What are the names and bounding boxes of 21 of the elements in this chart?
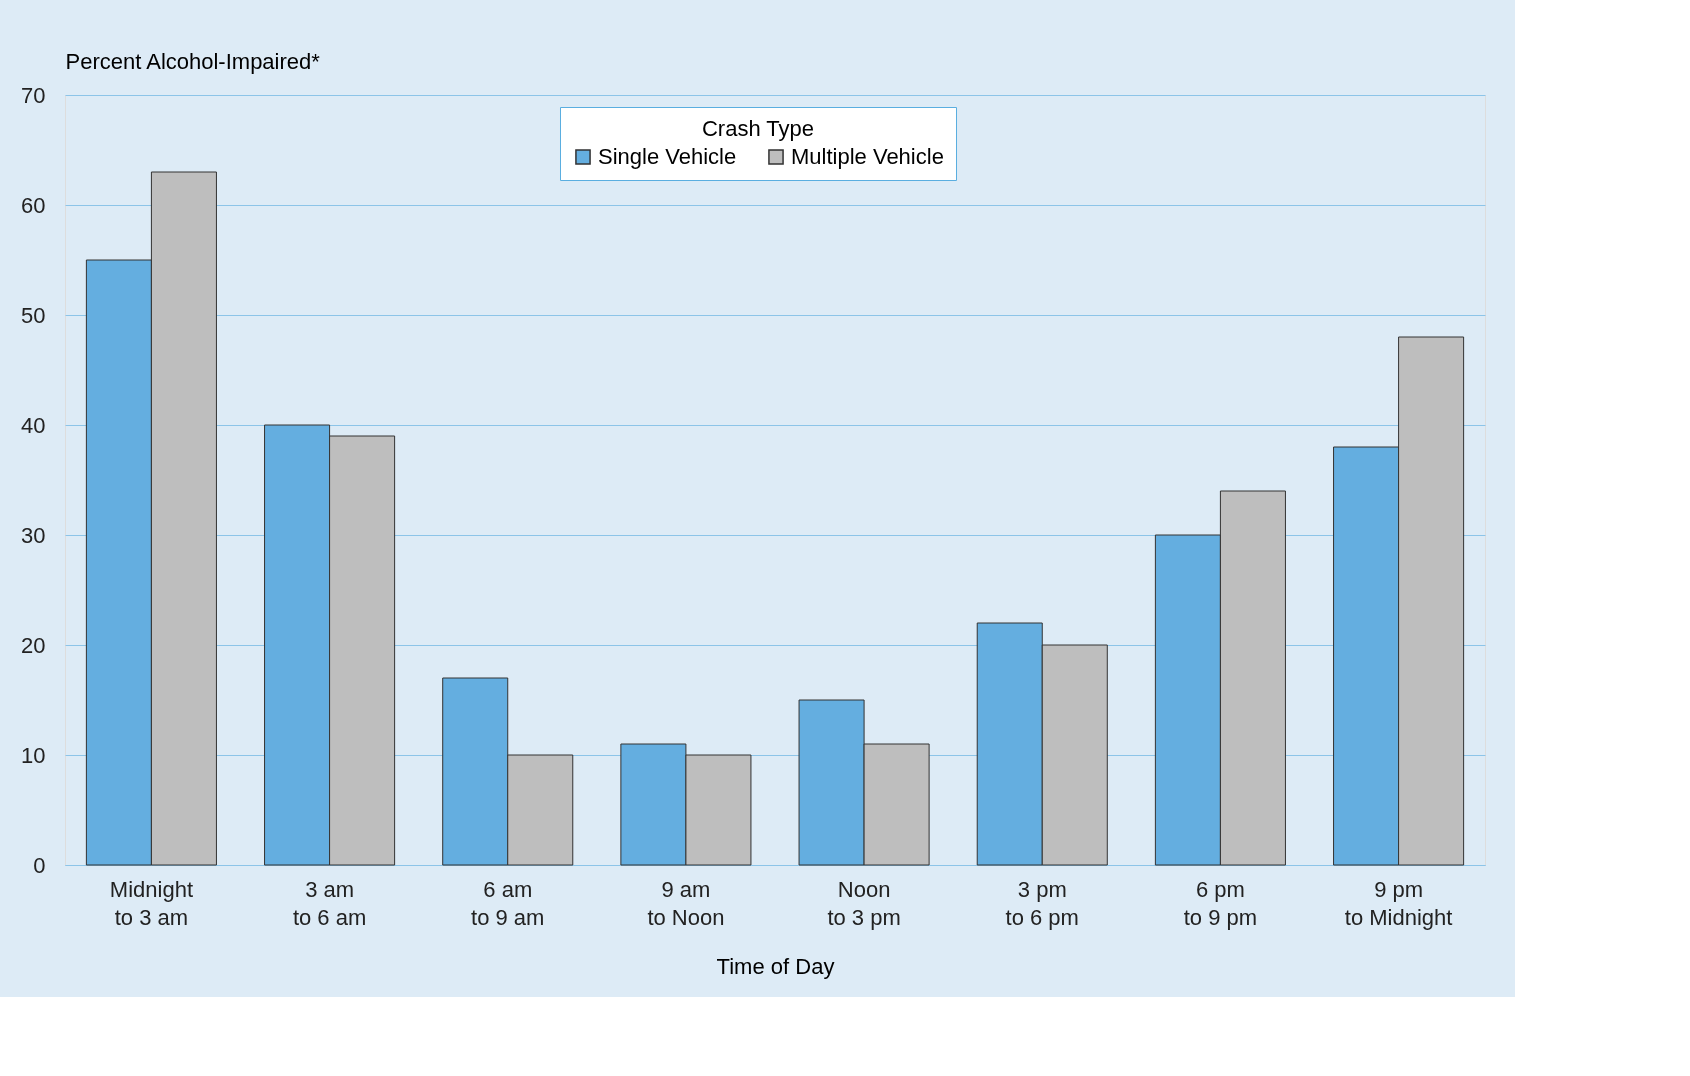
x-tick-label: Noon to 3 pm [827, 876, 901, 930]
y-tick-label: 60 [21, 192, 46, 218]
y-tick-label: 50 [21, 302, 46, 328]
y-tick-label: 0 [33, 852, 46, 878]
legend-title: Crash Type [701, 116, 815, 141]
x-tick-label: 9 am to Noon [647, 876, 725, 930]
legend-label: Single Vehicle [598, 144, 737, 169]
x-axis-title: Time of Day [716, 953, 835, 979]
x-tick-label: 6 am to 9 am [471, 876, 545, 930]
y-tick-label: 70 [21, 82, 46, 108]
x-tick-label: Midnight to 3 am [109, 876, 193, 930]
y-axis-title: Percent Alcohol-Impaired* [65, 48, 321, 74]
legend-label: Multiple Vehicle [791, 144, 944, 169]
y-tick-label: 40 [21, 412, 46, 438]
y-tick-label: 10 [21, 742, 46, 768]
y-tick-label: 30 [21, 522, 46, 548]
x-tick-label: 6 pm to 9 pm [1183, 876, 1258, 930]
x-tick-label: 3 pm to 6 pm [1005, 876, 1079, 930]
y-tick-label: 20 [21, 632, 46, 658]
x-tick-label: 3 am to 6 am [292, 876, 367, 930]
x-tick-label: 9 pm to Midnight [1344, 876, 1453, 930]
